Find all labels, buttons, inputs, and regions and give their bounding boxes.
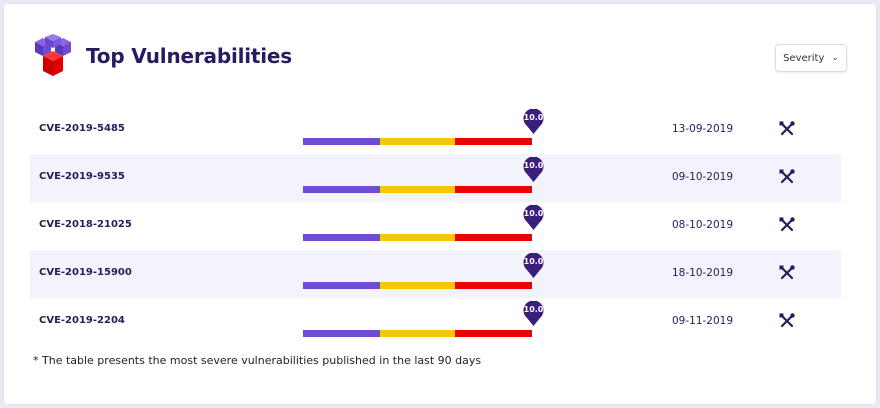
page-title: Top Vulnerabilities: [86, 44, 292, 68]
severity-bar: [303, 330, 532, 337]
tools-icon[interactable]: [778, 120, 796, 138]
score-value: 10.0: [523, 209, 544, 218]
score-value: 10.0: [523, 161, 544, 170]
published-date: 09-10-2019: [672, 171, 734, 183]
chevron-down-icon: ⌄: [831, 53, 839, 63]
severity-bar-medium: [380, 234, 455, 241]
vulnerabilities-table: CVE-2019-5485 10.0 13-09-2019 CVE-2019-9…: [30, 106, 841, 346]
cve-link[interactable]: CVE-2019-9535: [39, 171, 125, 182]
severity-bar: [303, 234, 532, 241]
severity-bar-low: [303, 138, 380, 145]
severity-bar-high: [455, 138, 532, 145]
score-marker-icon: [523, 109, 544, 134]
score-value: 10.0: [523, 257, 544, 266]
tools-icon[interactable]: [778, 216, 796, 234]
severity-bar-medium: [380, 138, 455, 145]
tools-icon[interactable]: [778, 312, 796, 330]
table-row: CVE-2019-9535 10.0 09-10-2019: [30, 154, 841, 202]
table-row: CVE-2019-5485 10.0 13-09-2019: [30, 106, 841, 154]
tools-icon[interactable]: [778, 264, 796, 282]
cve-link[interactable]: CVE-2019-5485: [39, 123, 125, 134]
severity-bar-medium: [380, 282, 455, 289]
score-marker-icon: [523, 301, 544, 326]
severity-bar-low: [303, 282, 380, 289]
published-date: 09-11-2019: [672, 315, 734, 327]
published-date: 08-10-2019: [672, 219, 734, 231]
severity-dropdown[interactable]: Severity ⌄: [775, 44, 847, 72]
table-row: CVE-2019-2204 10.0 09-11-2019: [30, 298, 841, 346]
cve-link[interactable]: CVE-2019-2204: [39, 315, 125, 326]
severity-bar: [303, 138, 532, 145]
severity-bar: [303, 282, 532, 289]
severity-bar-low: [303, 186, 380, 193]
table-row: CVE-2018-21025 10.0 08-10-2019: [30, 202, 841, 250]
severity-bar-high: [455, 234, 532, 241]
cve-link[interactable]: CVE-2019-15900: [39, 267, 132, 278]
cve-link[interactable]: CVE-2018-21025: [39, 219, 132, 230]
severity-bar-high: [455, 186, 532, 193]
severity-dropdown-label: Severity: [783, 52, 825, 64]
vulnerabilities-card: Top Vulnerabilities Severity ⌄: [3, 3, 877, 405]
tools-icon[interactable]: [778, 168, 796, 186]
table-footnote: * The table presents the most severe vul…: [33, 354, 482, 367]
score-marker-icon: [523, 253, 544, 278]
severity-bar-medium: [380, 330, 455, 337]
score-value: 10.0: [523, 113, 544, 122]
score-marker-icon: [523, 157, 544, 182]
table-row: CVE-2019-15900 10.0 18-10-2019: [30, 250, 841, 298]
score-marker-icon: [523, 205, 544, 230]
severity-bar: [303, 186, 532, 193]
cubes-logo-icon: [35, 34, 71, 76]
severity-bar-medium: [380, 186, 455, 193]
severity-bar-low: [303, 330, 380, 337]
severity-bar-low: [303, 234, 380, 241]
score-value: 10.0: [523, 305, 544, 314]
severity-bar-high: [455, 282, 532, 289]
card-header: Top Vulnerabilities: [33, 34, 292, 78]
published-date: 18-10-2019: [672, 267, 734, 279]
published-date: 13-09-2019: [672, 123, 734, 135]
severity-bar-high: [455, 330, 532, 337]
